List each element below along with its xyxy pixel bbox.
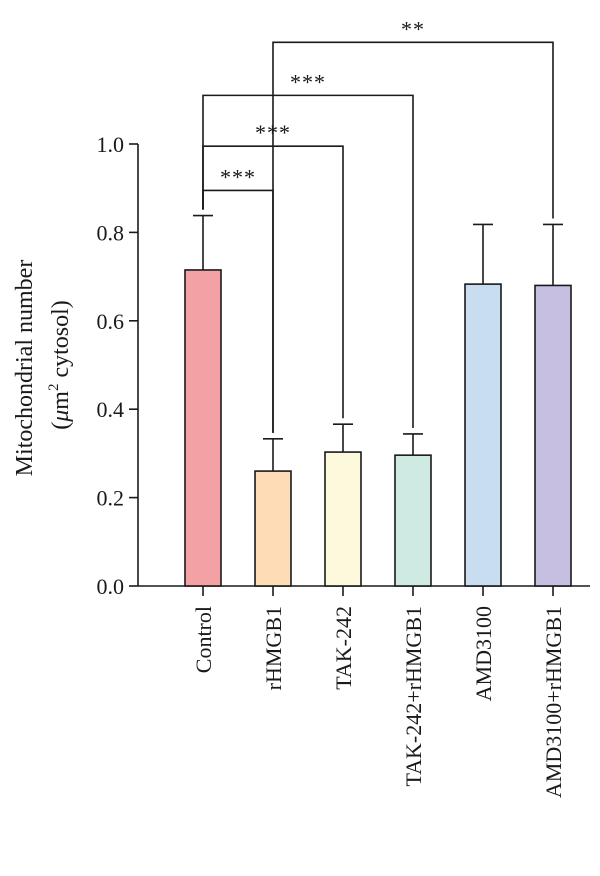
significance-brackets: ***********: [202, 16, 554, 433]
bar: [184, 269, 222, 587]
significance-bracket: [272, 41, 554, 433]
y-tick-label: 0.4: [97, 397, 125, 422]
y-tick-label: 0.2: [97, 486, 125, 511]
category-label: TAK-242+rHMGB1: [401, 606, 426, 787]
y-axis-label-suffix: cytosol): [48, 300, 74, 383]
y-tick-label: 0.6: [97, 309, 125, 334]
y-tick-label: 0.8: [97, 220, 125, 245]
axes: 0.0 0.2 0.4 0.6 0.8 1.0: [97, 132, 590, 599]
bar: [254, 470, 292, 587]
significance-label: ***: [220, 164, 256, 189]
y-axis-label-paren-open: (: [48, 422, 74, 430]
y-axis-label-unit: m: [48, 391, 74, 410]
error-bars: [193, 214, 563, 472]
bar: [464, 283, 502, 587]
bars: [184, 269, 572, 587]
y-axis-label-superscript: 2: [46, 384, 62, 392]
significance-bracket: [202, 94, 414, 428]
y-axis-label-mu: μ: [48, 410, 74, 423]
bar: [394, 454, 432, 587]
y-axis-label: Mitochondrial number (μm2 cytosol): [12, 254, 74, 477]
category-label: AMD3100: [471, 606, 496, 701]
category-label: TAK-242: [331, 606, 356, 690]
y-tick-label: 0.0: [97, 574, 125, 599]
bar: [324, 451, 362, 587]
bar: [534, 284, 572, 587]
y-axis-label-line1: Mitochondrial number: [12, 260, 38, 477]
y-tick-label: 1.0: [97, 132, 125, 157]
significance-label: **: [401, 16, 425, 41]
category-labels: Control rHMGB1 TAK-242 TAK-242+rHMGB1 AMD310…: [191, 606, 566, 798]
category-label: rHMGB1: [261, 606, 286, 690]
category-label: AMD3100+rHMGB1: [541, 606, 566, 798]
significance-label: ***: [290, 69, 326, 94]
category-label: Control: [191, 606, 216, 673]
